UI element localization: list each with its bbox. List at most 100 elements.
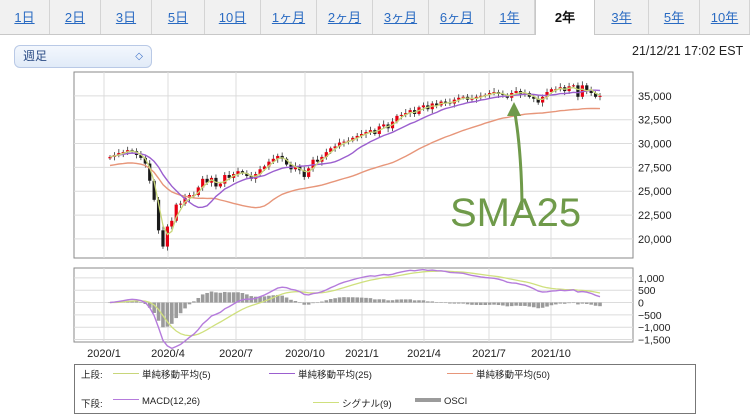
- osci-bar: [395, 299, 399, 303]
- candle-body: [545, 92, 549, 97]
- osci-bar: [271, 295, 276, 303]
- legend-swatch-osci: [415, 398, 441, 403]
- osci-bar: [196, 297, 201, 303]
- candle-body: [258, 169, 262, 175]
- legend-item-macd: MACD(12,26): [113, 396, 200, 407]
- y-tick-label: 25,000: [638, 186, 672, 198]
- osci-bar: [364, 297, 368, 303]
- tab-3年[interactable]: 3年: [595, 0, 649, 34]
- tab-label: 5年: [663, 10, 685, 25]
- osci-bar: [355, 297, 360, 303]
- tab-2日[interactable]: 2日: [50, 0, 101, 34]
- osci-bar: [262, 296, 267, 303]
- stock-chart: 35,000 32,500 30,000 27,500 25,000 22,500 20,0…: [73, 71, 672, 360]
- sub-y-tick-label: 1,000: [638, 273, 664, 285]
- candle-body: [165, 226, 169, 247]
- osci-bar: [311, 302, 315, 304]
- tab-label: 6ヶ月: [439, 10, 474, 25]
- tab-10日[interactable]: 10日: [205, 0, 261, 34]
- osci-bar: [492, 302, 496, 305]
- tab-label: 10年: [710, 10, 739, 25]
- osci-bar: [408, 299, 412, 303]
- osci-bar: [377, 299, 382, 303]
- osci-bar: [514, 302, 518, 306]
- x-tick-label: 2021/4: [407, 348, 441, 360]
- osci-bar: [373, 299, 377, 303]
- interval-select[interactable]: 週足 ◇: [14, 45, 152, 68]
- legend-swatch-sma50: [447, 372, 473, 374]
- tab-1ヶ月[interactable]: 1ヶ月: [261, 0, 317, 34]
- osci-bar: [324, 300, 329, 303]
- osci-bar: [545, 302, 549, 307]
- osci-bar: [170, 302, 174, 324]
- candle-body: [329, 148, 333, 153]
- osci-bar: [505, 302, 510, 307]
- osci-bar: [412, 300, 417, 303]
- tab-label: 3ヶ月: [383, 10, 418, 25]
- tab-label: 5日: [167, 10, 189, 25]
- sub-y-tick-label: 500: [638, 285, 656, 297]
- y-tick-label: 22,500: [638, 210, 672, 222]
- tab-5年[interactable]: 5年: [649, 0, 700, 34]
- tab-1日[interactable]: 1日: [0, 0, 50, 34]
- osci-bar: [479, 302, 483, 305]
- osci-bar: [147, 302, 152, 308]
- candle-body: [143, 157, 147, 164]
- candle-body: [457, 97, 461, 100]
- osci-bar: [571, 302, 576, 304]
- tab-6ヶ月[interactable]: 6ヶ月: [429, 0, 485, 34]
- osci-bar: [523, 302, 527, 306]
- osci-bar: [487, 302, 492, 305]
- osci-bar: [509, 302, 514, 307]
- legend-item-sma25: 単純移動平均(25): [269, 367, 372, 381]
- candle-body: [576, 85, 580, 97]
- x-tick-label: 2020/10: [285, 348, 325, 360]
- osci-bar: [540, 302, 545, 308]
- legend-item-signal: シグナル(9): [313, 396, 392, 410]
- osci-bar: [496, 302, 501, 306]
- tab-2ヶ月[interactable]: 2ヶ月: [317, 0, 373, 34]
- candle-body: [284, 158, 289, 165]
- tab-3日[interactable]: 3日: [101, 0, 152, 34]
- candle-body: [470, 98, 474, 100]
- candle-body: [360, 134, 364, 136]
- osci-bar: [589, 302, 593, 305]
- tab-1年[interactable]: 1年: [485, 0, 535, 34]
- legend-row-upper: 上段: 単純移動平均(5) 単純移動平均(25) 単純移動平均(50): [75, 367, 695, 383]
- candle-body: [174, 204, 178, 221]
- osci-bar: [240, 293, 245, 303]
- osci-bar: [456, 302, 461, 304]
- osci-bar: [470, 302, 474, 305]
- osci-bar: [399, 299, 404, 303]
- candle-body: [492, 92, 496, 94]
- candle-body: [408, 110, 412, 114]
- tab-5日[interactable]: 5日: [152, 0, 205, 34]
- tab-3ヶ月[interactable]: 3ヶ月: [373, 0, 429, 34]
- legend-row-lower: 下段: MACD(12,26) シグナル(9) OSCI: [75, 396, 695, 412]
- candle-body: [324, 152, 328, 157]
- y-tick-label: 32,500: [638, 115, 672, 127]
- osci-bar: [501, 302, 505, 306]
- candle-body: [227, 175, 231, 178]
- legend-swatch-signal: [313, 401, 339, 403]
- osci-bar: [403, 299, 408, 303]
- chevron-updown-icon: ◇: [135, 51, 143, 62]
- osci-bar: [598, 302, 602, 307]
- legend-swatch-macd: [113, 398, 139, 400]
- candle-body: [276, 155, 280, 159]
- osci-bar: [567, 302, 571, 304]
- tab-label: 1年: [499, 10, 520, 25]
- osci-bar: [549, 302, 554, 306]
- candle-body: [236, 171, 240, 175]
- candle-body: [593, 92, 598, 97]
- osci-bar: [227, 292, 231, 303]
- candle-body: [262, 166, 267, 170]
- osci-bar: [209, 291, 214, 303]
- osci-bar: [346, 297, 351, 303]
- sub-y-tick-label: −1,500: [638, 335, 671, 347]
- tab-label: 10日: [218, 10, 247, 25]
- tab-2年[interactable]: 2年: [535, 0, 595, 35]
- candle-body: [355, 135, 359, 138]
- osci-bar: [333, 298, 337, 303]
- osci-bar: [187, 302, 192, 305]
